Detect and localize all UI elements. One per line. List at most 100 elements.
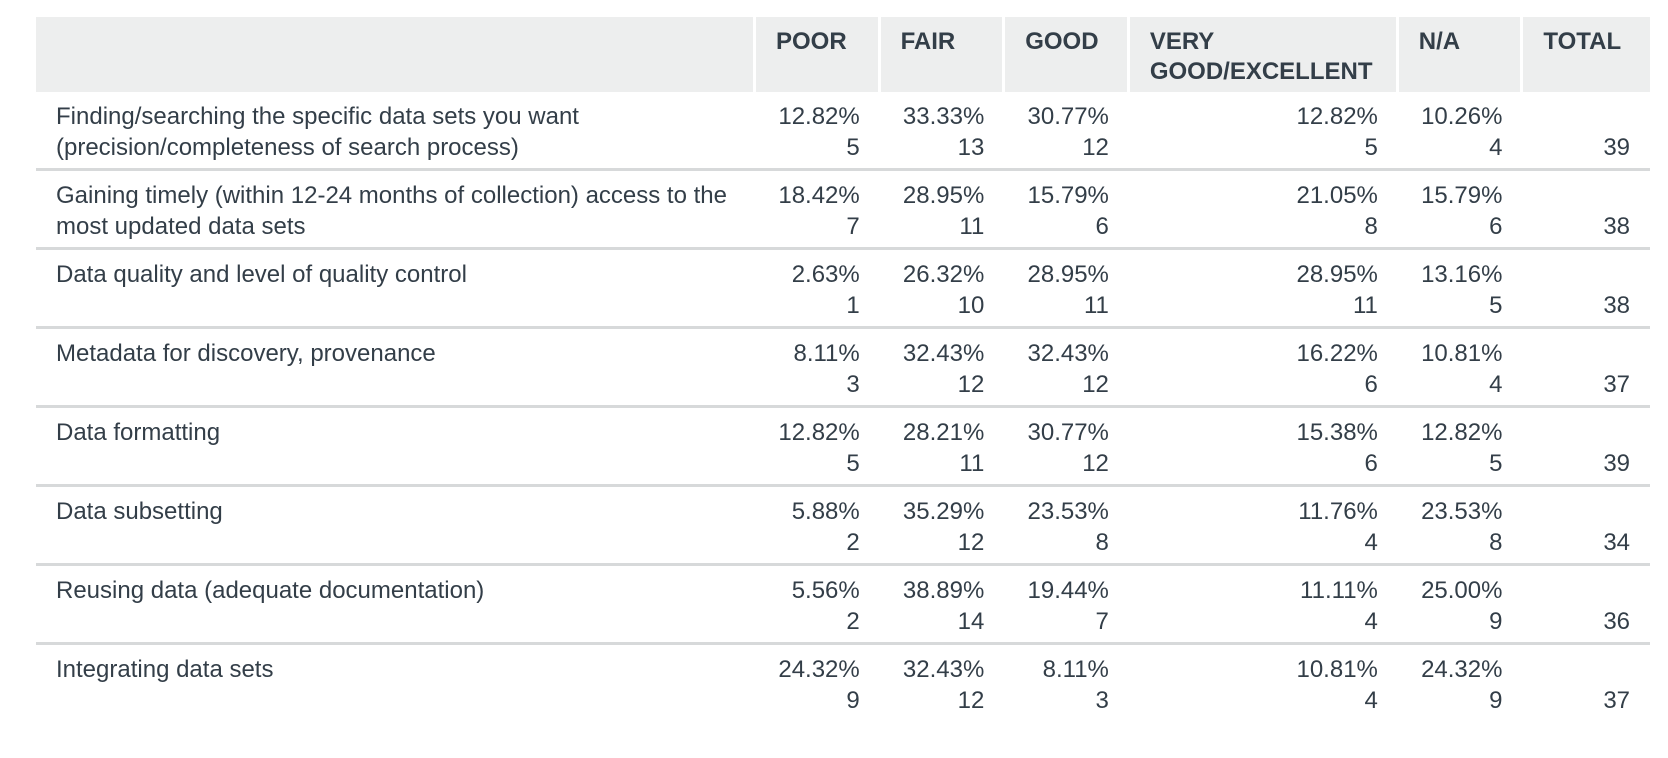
cell-poor-percent: 5.88% [791, 498, 860, 525]
cell-poor: 18.42% 7 [756, 171, 878, 247]
cell-good: 23.53% 8 [1005, 487, 1127, 563]
cell-poor-percent: 2.63% [791, 261, 860, 288]
cell-very-good-excellent-count: 4 [1364, 529, 1378, 556]
cell-poor-percent: 12.82% [778, 103, 860, 130]
cell-fair-percent: 35.29% [902, 498, 985, 525]
cell-very-good-excellent: 16.22% 6 [1130, 329, 1396, 405]
cell-good: 19.44% 7 [1005, 566, 1127, 642]
cell-fair: 33.33% 13 [881, 92, 1003, 168]
header-label-column [36, 17, 753, 92]
cell-na: 15.79% 6 [1399, 171, 1521, 247]
cell-good-count: 6 [1095, 213, 1109, 240]
cell-good: 30.77% 12 [1005, 92, 1127, 168]
cell-na-count: 5 [1489, 292, 1503, 319]
row-label: Data subsetting [56, 498, 223, 525]
cell-fair: 38.89% 14 [881, 566, 1003, 642]
cell-very-good-excellent-percent: 12.82% [1296, 103, 1378, 130]
cell-very-good-excellent-count: 4 [1364, 687, 1378, 714]
cell-na-count: 5 [1489, 450, 1503, 477]
row-label: Finding/searching the specific data sets… [56, 103, 579, 161]
cell-na: 25.00% 9 [1399, 566, 1521, 642]
cell-fair-count: 12 [957, 687, 985, 714]
cell-na: 24.32% 9 [1399, 645, 1521, 724]
table-row: Data subsetting 5.88% 2 35.29% 12 23.53% 8 11.7… [36, 487, 1650, 566]
cell-poor: 5.88% 2 [756, 487, 878, 563]
cell-very-good-excellent-percent: 15.38% [1296, 419, 1378, 446]
cell-na: 10.26% 4 [1399, 92, 1521, 168]
cell-fair-count: 10 [957, 292, 985, 319]
cell-good-count: 12 [1082, 450, 1109, 477]
table-row: Reusing data (adequate documentation) 5.5… [36, 566, 1650, 645]
cell-very-good-excellent: 21.05% 8 [1130, 171, 1396, 247]
cell-good-count: 11 [1083, 292, 1109, 319]
cell-na-count: 4 [1489, 134, 1503, 161]
cell-total: 39 [1603, 450, 1631, 477]
cell-na: 13.16% 5 [1399, 250, 1521, 326]
cell-na: 12.82% 5 [1399, 408, 1521, 484]
cell-na-percent: 10.26% [1421, 103, 1503, 130]
cell-fair-percent: 32.43% [902, 340, 985, 367]
cell-good-percent: 19.44% [1027, 577, 1109, 604]
cell-total: 36 [1603, 608, 1631, 635]
table-row: Gaining timely (within 12-24 months of c… [36, 171, 1650, 250]
row-label: Data quality and level of quality contro… [56, 261, 467, 288]
table-row: Finding/searching the specific data sets… [36, 92, 1650, 171]
cell-poor: 5.56% 2 [756, 566, 878, 642]
table-header-row: POOR FAIR GOOD VERY GOOD/EXCELLENT N/A T… [36, 17, 1650, 92]
cell-very-good-excellent: 11.11% 4 [1130, 566, 1396, 642]
cell-poor: 12.82% 5 [756, 92, 878, 168]
cell-good: 8.11% 3 [1005, 645, 1127, 724]
cell-na-percent: 25.00% [1421, 577, 1503, 604]
cell-good: 30.77% 12 [1005, 408, 1127, 484]
cell-good-percent: 8.11% [1042, 656, 1109, 683]
row-label: Data formatting [56, 419, 221, 446]
cell-fair-count: 13 [957, 134, 985, 161]
cell-poor: 24.32% 9 [756, 645, 878, 724]
cell-total: 38 [1603, 292, 1631, 319]
table-row: Data quality and level of quality contro… [36, 250, 1650, 329]
cell-poor-percent: 8.11% [793, 340, 860, 367]
cell-fair-count: 12 [957, 371, 985, 398]
cell-na-percent: 24.32% [1421, 656, 1503, 683]
cell-fair-count: 11 [959, 450, 985, 477]
cell-fair: 32.43% 12 [881, 329, 1003, 405]
cell-very-good-excellent-percent: 11.76% [1298, 498, 1378, 525]
cell-very-good-excellent-count: 6 [1364, 371, 1378, 398]
cell-very-good-excellent-percent: 11.11% [1300, 577, 1378, 604]
cell-poor-count: 1 [846, 292, 860, 319]
cell-na-count: 9 [1489, 687, 1503, 714]
table-row: Metadata for discovery, provenance 8.11% 3… [36, 329, 1650, 408]
header-total: TOTAL [1523, 17, 1650, 92]
cell-good: 28.95% 11 [1005, 250, 1127, 326]
cell-poor-percent: 18.42% [778, 182, 860, 209]
row-label: Gaining timely (within 12-24 months of c… [56, 182, 727, 240]
cell-very-good-excellent: 15.38% 6 [1130, 408, 1396, 484]
cell-na-percent: 15.79% [1421, 182, 1503, 209]
cell-very-good-excellent-percent: 10.81% [1296, 656, 1378, 683]
cell-very-good-excellent: 12.82% 5 [1130, 92, 1396, 168]
cell-na: 23.53% 8 [1399, 487, 1521, 563]
cell-good-count: 3 [1095, 687, 1109, 714]
cell-fair-count: 14 [957, 608, 985, 635]
header-na: N/A [1398, 17, 1521, 92]
cell-fair: 28.21% 11 [881, 408, 1003, 484]
cell-fair-percent: 38.89% [902, 577, 985, 604]
cell-good: 15.79% 6 [1005, 171, 1127, 247]
cell-na-count: 9 [1489, 608, 1503, 635]
cell-good: 32.43% 12 [1005, 329, 1127, 405]
cell-very-good-excellent-count: 4 [1364, 608, 1378, 635]
cell-total: 37 [1603, 687, 1631, 714]
cell-poor-count: 3 [846, 371, 860, 398]
cell-very-good-excellent-count: 8 [1364, 213, 1378, 240]
cell-good-percent: 32.43% [1027, 340, 1109, 367]
cell-na-count: 6 [1489, 213, 1503, 240]
cell-good-count: 12 [1082, 134, 1109, 161]
row-label: Metadata for discovery, provenance [56, 340, 436, 367]
cell-good-count: 12 [1082, 371, 1109, 398]
cell-fair: 28.95% 11 [881, 171, 1003, 247]
cell-total: 38 [1603, 213, 1631, 240]
cell-fair: 32.43% 12 [881, 645, 1003, 724]
cell-fair-percent: 28.95% [902, 182, 985, 209]
cell-total: 39 [1603, 134, 1631, 161]
cell-poor-count: 5 [846, 134, 860, 161]
